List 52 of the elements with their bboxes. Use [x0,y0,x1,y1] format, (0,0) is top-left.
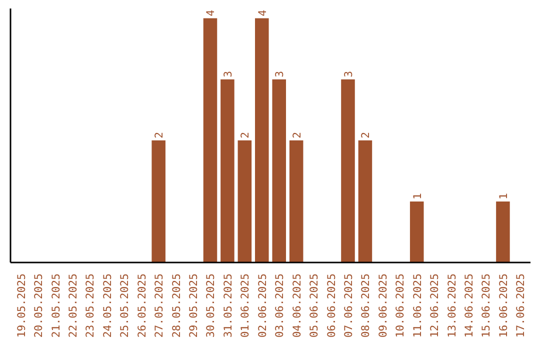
x-tick-label: 22.05.2025 [66,274,80,338]
x-tick-label: 30.05.2025 [204,274,218,338]
x-tick-label: 24.05.2025 [100,274,114,338]
data-label: 2 [152,132,166,138]
x-tick-label: 12.06.2025 [428,274,442,338]
x-tick-label: 21.05.2025 [49,274,62,338]
x-tick-label: 01.06.2025 [238,274,252,338]
x-tick-label: 25.05.2025 [118,274,132,338]
data-label: 1 [496,193,510,200]
data-label: 3 [221,70,234,78]
bar [255,18,269,262]
bar [410,201,424,262]
x-tick-label: 06.06.2025 [324,274,338,338]
x-tick-label: 26.05.2025 [135,274,148,338]
bar [152,140,166,262]
bar [358,140,372,262]
x-tick-label: 11.06.2025 [410,274,424,338]
x-tick-label: 15.06.2025 [480,274,493,338]
bar [496,201,510,262]
bar [203,18,218,262]
x-tick-label: 09.06.2025 [376,274,390,338]
x-tick-label: 03.06.2025 [273,274,286,338]
x-tick-label: 20.05.2025 [32,274,46,338]
data-label: 4 [204,10,218,16]
x-tick-label: 07.06.2025 [342,274,355,338]
x-tick-label: 10.06.2025 [394,274,407,338]
data-label: 2 [290,132,304,138]
x-tick-label: 28.05.2025 [170,274,183,338]
data-label: 2 [359,132,372,138]
bar [289,140,304,262]
x-tick-label: 27.05.2025 [152,274,166,338]
x-tick-label: 14.06.2025 [462,274,476,338]
x-tick-label: 31.05.2025 [221,274,234,338]
x-tick-label: 19.05.2025 [14,274,28,338]
bar [341,79,355,262]
x-tick-label: 13.06.2025 [445,274,458,338]
x-tick-label: 05.06.2025 [308,274,321,338]
bar [238,140,252,262]
data-label: 4 [256,10,269,16]
data-label: 3 [342,70,355,78]
x-tick-label: 16.06.2025 [496,274,510,338]
data-label: 1 [410,193,424,200]
bar [220,79,234,262]
data-label: 2 [238,132,252,138]
x-tick-label: 17.06.2025 [514,274,528,338]
x-tick-label: 04.06.2025 [290,274,304,338]
bar [272,79,286,262]
x-tick-label: 08.06.2025 [359,274,372,338]
x-tick-label: 23.05.2025 [84,274,97,338]
data-label: 3 [273,70,286,78]
x-tick-label: 02.06.2025 [256,274,269,338]
x-tick-label: 29.05.2025 [187,274,200,338]
